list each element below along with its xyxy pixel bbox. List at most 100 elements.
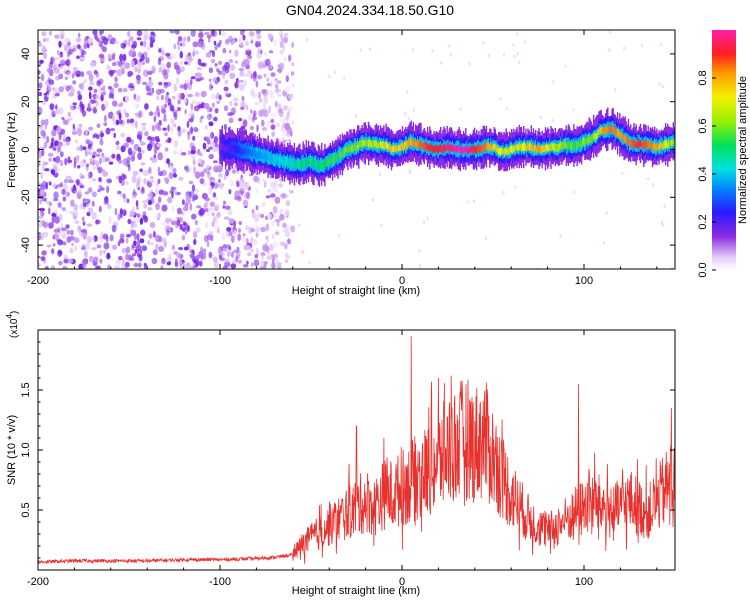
heatmap-noise-cell [38,82,43,89]
heatmap-signal-cell [375,140,377,149]
heatmap-noise-cell [45,265,49,269]
heatmap-noise-cell [502,53,506,57]
heatmap-noise-cell [343,76,346,80]
heatmap-noise-cell [134,120,138,129]
heatmap-noise-cell [173,83,178,92]
heatmap-noise-cell [196,66,202,71]
heatmap-noise-cell [79,57,85,61]
heatmap-signal-cell [291,160,293,169]
heatmap-signal-cell [507,147,510,156]
heatmap-signal-cell [573,141,575,150]
heatmap-signal-cell [288,159,290,167]
heatmap-signal-cell [672,138,674,145]
heatmap-noise-cell [58,132,62,141]
heatmap-noise-cell [487,54,491,58]
heatmap-noise-cell [284,209,290,216]
heatmap-noise-cell [285,131,291,138]
heatmap-signal-cell [502,148,504,154]
heatmap-noise-cell [378,172,382,177]
heatmap-noise-cell [211,77,217,81]
heatmap-noise-cell [162,118,168,122]
heatmap-noise-cell [559,233,562,238]
heatmap-noise-cell [224,38,230,46]
heatmap-noise-cell [151,125,156,132]
heatmap-signal-cell [383,141,385,150]
heatmap-noise-cell [67,111,72,118]
heatmap-noise-cell [74,70,77,76]
heatmap-noise-cell [113,132,116,138]
heatmap-signal-cell [667,142,669,149]
y-tick-label: 0 [20,146,32,152]
heatmap-noise-cell [177,45,181,51]
heatmap-noise-cell [210,85,214,89]
heatmap-noise-cell [100,132,104,138]
heatmap-signal-cell [371,141,373,149]
heatmap-noise-cell [407,116,410,121]
heatmap-noise-cell [647,177,650,181]
heatmap-noise-cell [167,137,172,144]
heatmap-noise-cell [177,40,180,46]
heatmap-noise-cell [659,43,663,47]
heatmap-noise-cell [147,181,153,188]
heatmap-noise-cell [279,40,284,49]
heatmap-noise-cell [153,115,156,123]
heatmap-noise-cell [57,202,62,208]
heatmap-noise-cell [50,265,56,269]
heatmap-noise-cell [164,132,168,137]
heatmap-signal-cell [614,129,617,136]
heatmap-noise-cell [54,34,60,39]
heatmap-noise-cell [123,174,127,180]
heatmap-noise-cell [256,33,262,40]
heatmap-noise-cell [265,223,270,232]
heatmap-signal-cell [618,128,620,137]
heatmap-noise-cell [187,132,190,141]
heatmap-signal-cell [627,137,630,143]
heatmap-noise-cell [80,184,85,189]
heatmap-noise-cell [114,76,118,83]
heatmap-noise-cell [166,229,170,236]
heatmap-signal-cell [334,155,336,163]
snr-x-axis-label: Height of straight line (km) [292,585,420,597]
heatmap-noise-cell [39,199,42,205]
heatmap-noise-cell [181,199,185,206]
heatmap-noise-cell [136,30,143,37]
heatmap-noise-cell [229,217,235,225]
heatmap-noise-cell [472,199,476,203]
heatmap-noise-cell [440,61,443,65]
y-tick-label: 0.5 [20,502,32,517]
heatmap-noise-cell [198,209,203,216]
heatmap-signal-cell [594,133,596,140]
heatmap-signal-cell [226,145,228,153]
heatmap-noise-cell [195,219,198,226]
heatmap-signal-cell [569,142,572,151]
heatmap-signal-cell [303,160,305,169]
heatmap-signal-cell [659,141,661,150]
heatmap-noise-cell [46,135,50,144]
heatmap-noise-cell [202,252,207,260]
heatmap-noise-cell [173,113,178,121]
heatmap-signal-cell [363,139,365,147]
heatmap-signal-cell [664,140,667,149]
heatmap-signal-cell [650,142,653,148]
heatmap-signal-cell [640,140,643,147]
heatmap-noise-cell [38,107,43,115]
heatmap-noise-cell [143,215,149,223]
heatmap-noise-cell [261,178,265,182]
heatmap-noise-cell [230,64,236,71]
heatmap-signal-cell [539,145,541,154]
heatmap-signal-cell [312,158,314,168]
heatmap-noise-cell [147,207,153,211]
heatmap-noise-cell [124,95,130,103]
heatmap-signal-cell [575,141,577,149]
heatmap-noise-cell [101,168,106,173]
heatmap-noise-cell [250,109,253,114]
heatmap-noise-cell [263,264,267,269]
heatmap-noise-cell [137,63,142,71]
heatmap-noise-cell [196,205,202,209]
heatmap-signal-cell [509,146,512,153]
x-tick-label: -200 [27,275,49,287]
colorbar-gradient [712,30,736,270]
heatmap-signal-cell [434,144,436,154]
heatmap-signal-cell [407,140,409,149]
colorbar-tick-label: 0.4 [697,166,709,181]
